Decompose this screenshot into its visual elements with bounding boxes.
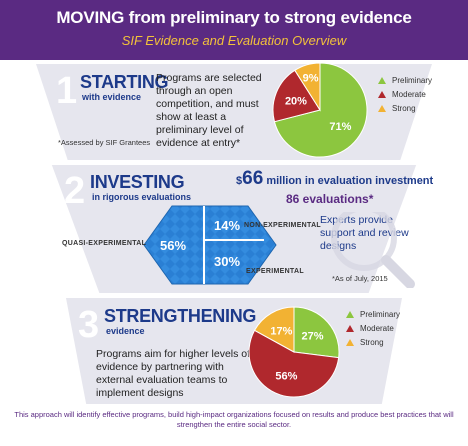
section-subheading-strengthening: evidence xyxy=(106,326,145,336)
experimental-value: 30% xyxy=(214,254,240,269)
legend-marker-preliminary xyxy=(378,76,386,84)
strengthening-legend: Preliminary Moderate Strong xyxy=(346,307,400,349)
legend-marker-moderate xyxy=(378,90,386,98)
pie-slice-preliminary xyxy=(273,62,368,158)
investment-amount: $66 million in evaluation investment xyxy=(236,168,433,190)
non-experimental-value: 14% xyxy=(214,218,240,233)
legend-label-moderate: Moderate xyxy=(360,323,394,333)
pie-slice-moderate xyxy=(248,329,340,398)
experts-text: Experts provide support and review desig… xyxy=(320,214,409,252)
dollar-sign: $ xyxy=(236,175,243,187)
pie-slice-strong xyxy=(253,306,295,353)
footnote-assessed: *Assessed by SIF Grantees xyxy=(58,138,151,147)
page-title: MOVING from preliminary to strong eviden… xyxy=(56,8,412,27)
section-heading-starting: STARTING xyxy=(80,72,169,92)
legend-label-preliminary: Preliminary xyxy=(392,75,433,85)
legend-label-moderate: Moderate xyxy=(392,89,426,99)
dollar-rest: million in evaluation investment xyxy=(266,175,434,187)
section-heading-strengthening: STRENGTHENING xyxy=(104,306,257,326)
pie-slice-preliminary xyxy=(293,306,340,359)
legend-label-preliminary: Preliminary xyxy=(360,309,401,319)
magnifier-icon xyxy=(331,212,415,288)
pie-label-moderate: 20% xyxy=(285,95,307,107)
legend-marker-strong xyxy=(346,338,354,346)
section-subheading-investing: in rigorous evaluations xyxy=(92,192,192,202)
pie-label-preliminary: 27% xyxy=(302,331,324,343)
starting-body-text: Programs are selected through an open co… xyxy=(156,72,262,149)
evaluation-type-hexagon: 56% 14% 30% xyxy=(143,205,277,285)
quasi-experimental-label: QUASI-EXPERIMENTAL xyxy=(62,240,147,247)
pie-label-moderate: 56% xyxy=(275,371,297,383)
legend-label-strong: Strong xyxy=(360,337,384,347)
legend-marker-moderate xyxy=(346,324,354,332)
strengthening-pie-chart: 27% 56% 17% xyxy=(248,306,340,398)
evaluations-count: 86 evaluations* xyxy=(286,192,374,206)
header-banner: MOVING from preliminary to strong eviden… xyxy=(0,0,468,60)
legend-marker-preliminary xyxy=(346,310,354,318)
section-number-3: 3 xyxy=(78,304,100,346)
dollar-value: 66 xyxy=(242,168,264,189)
quasi-experimental-value: 56% xyxy=(160,238,186,253)
pie-slice-moderate xyxy=(272,69,321,123)
section-subheading-starting: with evidence xyxy=(82,92,142,102)
section-number-1: 1 xyxy=(56,70,78,112)
strengthening-body-text: Programs aim for higher levels of eviden… xyxy=(96,348,251,399)
legend-marker-strong xyxy=(378,104,386,112)
pie-label-preliminary: 71% xyxy=(329,121,351,133)
starting-pie-chart: 71% 20% 9% xyxy=(272,62,368,158)
pie-slice-strong xyxy=(294,62,321,112)
as-of-note: *As of July, 2015 xyxy=(332,274,388,283)
footer-text: This approach will identify effective pr… xyxy=(14,410,454,429)
pie-label-strong: 17% xyxy=(270,326,292,338)
legend-label-strong: Strong xyxy=(392,103,416,113)
section-number-2: 2 xyxy=(64,170,86,212)
experimental-label: EXPERIMENTAL xyxy=(246,268,304,275)
starting-legend: Preliminary Moderate Strong xyxy=(378,73,432,115)
page-subtitle: SIF Evidence and Evaluation Overview xyxy=(121,33,347,48)
pie-label-strong: 9% xyxy=(303,73,319,85)
non-experimental-label: NON-EXPERIMENTAL xyxy=(244,222,322,229)
section-heading-investing: INVESTING xyxy=(90,172,185,192)
